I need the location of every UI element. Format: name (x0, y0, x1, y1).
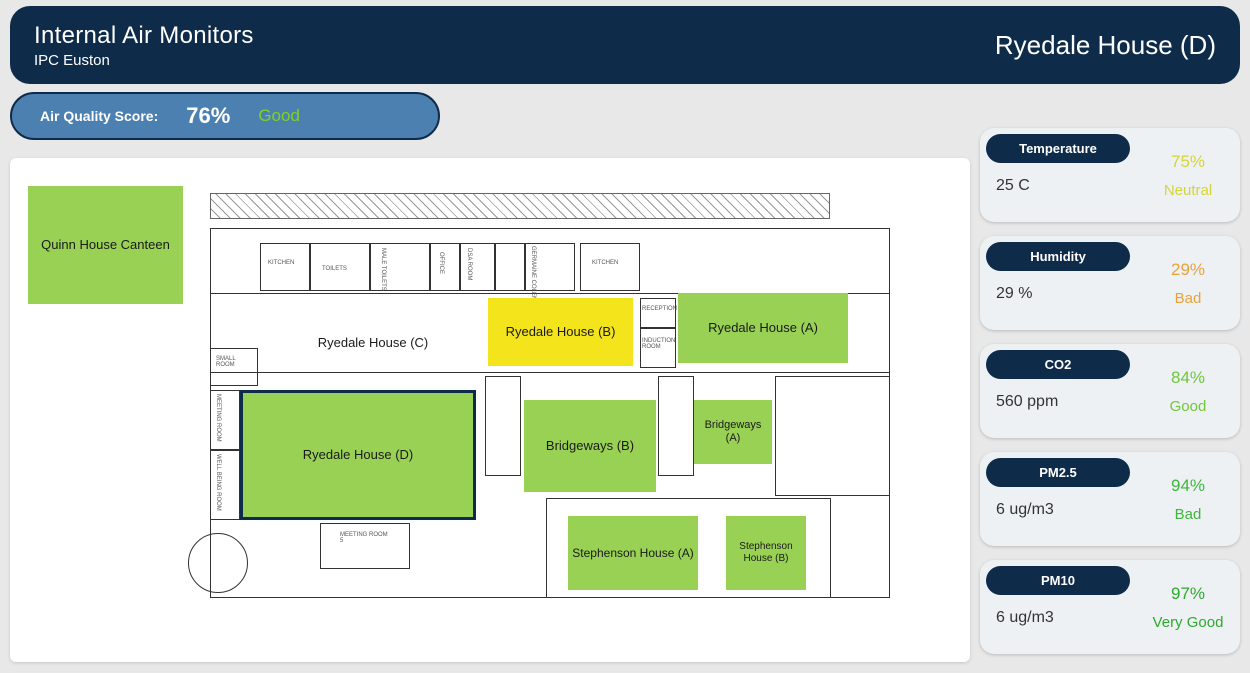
zone-bridgeways-b[interactable]: Bridgeways (B) (524, 400, 656, 492)
fp-label-induction: INDUCTION ROOM (642, 338, 676, 350)
metric-pct: 84% (1171, 368, 1205, 388)
zone-stephenson-a[interactable]: Stephenson House (A) (568, 516, 698, 590)
zone-ryedale-d[interactable]: Ryedale House (D) (240, 390, 476, 520)
fp-label-male-toilets: MALE TOILETS (380, 248, 386, 291)
page-subtitle: IPC Euston (34, 52, 254, 69)
fp-label-toilets: TOILETS (322, 266, 347, 272)
fp-label-small-room: SMALL ROOM (216, 356, 254, 368)
header-left: Internal Air Monitors IPC Euston (34, 22, 254, 69)
fp-label-dsa: DSA ROOM (466, 248, 472, 280)
metric-pct: 29% (1171, 260, 1205, 280)
zone-stephenson-b[interactable]: Stephenson House (B) (726, 516, 806, 590)
metric-value: 560 ppm (980, 379, 1136, 411)
metric-rating: Neutral (1164, 182, 1212, 199)
zone-ryedale-c[interactable]: Ryedale House (C) (268, 313, 478, 373)
fp-label-wellbeing: WELL BEING ROOM (215, 454, 221, 511)
metric-card-temperature[interactable]: Temperature25 C 75% Neutral (980, 128, 1240, 222)
metric-name: CO2 (986, 350, 1130, 379)
metric-card-pm2-5[interactable]: PM2.56 ug/m3 94% Bad (980, 452, 1240, 546)
page-title: Internal Air Monitors (34, 22, 254, 50)
metric-card-humidity[interactable]: Humidity29 % 29% Bad (980, 236, 1240, 330)
fp-label-office: OFFICE (438, 252, 444, 274)
metric-name: Temperature (986, 134, 1130, 163)
fp-label-kitchen2: KITCHEN (592, 260, 618, 266)
metric-pct: 97% (1171, 584, 1205, 604)
zone-quinn-canteen[interactable]: Quinn House Canteen (28, 186, 183, 304)
metric-value: 6 ug/m3 (980, 595, 1136, 627)
aqs-value: 76% (186, 103, 230, 129)
metric-rating: Bad (1175, 290, 1202, 307)
metric-card-pm10[interactable]: PM106 ug/m3 97% Very Good (980, 560, 1240, 654)
aqs-label: Air Quality Score: (40, 108, 158, 124)
floorplan[interactable]: KITCHEN TOILETS MALE TOILETS OFFICE DSA … (10, 158, 970, 662)
metric-value: 25 C (980, 163, 1136, 195)
fp-label-meeting5: MEETING ROOM 5 (340, 532, 390, 544)
fp-label-meeting: MEETING ROOM (215, 394, 221, 442)
metric-value: 29 % (980, 271, 1136, 303)
metric-card-co2[interactable]: CO2560 ppm 84% Good (980, 344, 1240, 438)
metric-name: PM10 (986, 566, 1130, 595)
air-quality-pill: Air Quality Score: 76% Good (10, 92, 440, 140)
aqs-rating: Good (258, 106, 300, 126)
metric-value: 6 ug/m3 (980, 487, 1136, 519)
page-header: Internal Air Monitors IPC Euston Ryedale… (10, 6, 1240, 84)
fp-label-reception: RECEPTION (642, 306, 677, 312)
metric-pct: 75% (1171, 152, 1205, 172)
metric-name: Humidity (986, 242, 1130, 271)
zone-ryedale-b[interactable]: Ryedale House (B) (488, 298, 633, 366)
fp-label-kitchen1: KITCHEN (268, 260, 294, 266)
metric-rating: Good (1170, 398, 1207, 415)
metric-rating: Very Good (1153, 614, 1224, 631)
metric-rating: Bad (1175, 506, 1202, 523)
selected-room-title: Ryedale House (D) (995, 30, 1216, 61)
zone-bridgeways-a[interactable]: Bridgeways (A) (694, 400, 772, 464)
metric-name: PM2.5 (986, 458, 1130, 487)
metric-pct: 94% (1171, 476, 1205, 496)
metrics-column: Temperature25 C 75% Neutral Humidity29 % 29%… (980, 92, 1240, 662)
zone-ryedale-a[interactable]: Ryedale House (A) (678, 293, 848, 363)
